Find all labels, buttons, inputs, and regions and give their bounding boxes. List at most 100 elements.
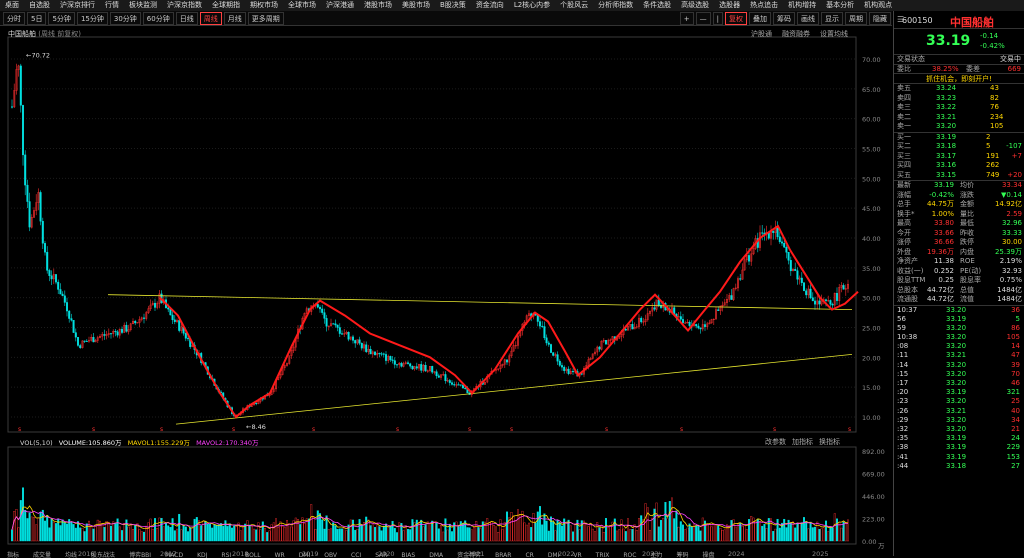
period-tab[interactable]: 周线 bbox=[199, 12, 222, 25]
menu-icon[interactable]: ☰ bbox=[897, 15, 905, 24]
event-marker-icon[interactable]: s bbox=[773, 426, 776, 433]
toolbar-button[interactable]: 叠加 bbox=[749, 12, 771, 25]
indicator-tab[interactable]: 博弈BBI bbox=[129, 552, 152, 558]
indicator-tab[interactable]: WR bbox=[274, 552, 285, 558]
event-marker-icon[interactable]: s bbox=[468, 426, 471, 433]
indicator-tab[interactable]: BRAR bbox=[495, 552, 512, 558]
top-menu-item[interactable]: 机构观点 bbox=[864, 1, 893, 9]
period-tab[interactable]: 月线 bbox=[223, 12, 246, 25]
event-marker-icon[interactable]: s bbox=[680, 426, 683, 433]
period-tab[interactable]: 60分钟 bbox=[142, 12, 174, 25]
top-menu-item[interactable]: 机构增持 bbox=[788, 1, 817, 9]
kline-chart-area[interactable]: 中国船舶 (周线 前复权) 沪股通 融资融券 设置均线 70.00 65.00 60.0… bbox=[0, 27, 892, 558]
top-menu-item[interactable]: 沪深京排行 bbox=[60, 1, 95, 9]
period-tab[interactable]: 5分钟 bbox=[48, 12, 75, 25]
top-menu-item[interactable]: 行情 bbox=[105, 1, 119, 9]
indicator-tab[interactable]: DMI bbox=[547, 552, 560, 558]
indicator-tab[interactable]: CR bbox=[525, 552, 534, 558]
indicator-tab[interactable]: BOLL bbox=[245, 552, 261, 558]
indicator-tab[interactable]: 操盘 bbox=[702, 552, 715, 558]
indicator-tab[interactable]: VR bbox=[573, 552, 582, 558]
toolbar-button[interactable]: 显示 bbox=[821, 12, 843, 25]
indicator-tab[interactable]: TRIX bbox=[595, 552, 610, 558]
period-tab[interactable]: 15分钟 bbox=[76, 12, 108, 25]
event-marker-icon[interactable]: s bbox=[232, 426, 235, 433]
top-menu-item[interactable]: 期权市场 bbox=[250, 1, 278, 9]
top-menu-item[interactable]: 全球市场 bbox=[288, 1, 316, 9]
chart-link[interactable]: 设置均线 bbox=[820, 30, 848, 38]
indicator-tab[interactable]: 均线 bbox=[65, 552, 78, 558]
indicator-tab[interactable]: ROC bbox=[623, 552, 637, 558]
period-tab[interactable]: 更多周期 bbox=[247, 12, 284, 25]
indicator-tab[interactable]: 资金博弈 bbox=[457, 552, 482, 558]
top-menu-item[interactable]: 沪深港通 bbox=[326, 1, 354, 9]
toolbar-button[interactable]: | bbox=[712, 12, 723, 25]
event-marker-icon[interactable]: s bbox=[396, 426, 399, 433]
indicator-tab[interactable]: CCI bbox=[351, 552, 362, 558]
event-marker-icon[interactable]: s bbox=[848, 426, 851, 433]
top-menu-item[interactable]: 板块监测 bbox=[129, 1, 157, 9]
indicator-tab[interactable]: 主力 bbox=[650, 552, 663, 558]
indicator-tab[interactable]: MACD bbox=[165, 552, 184, 558]
volume-link[interactable]: 改参数 bbox=[765, 438, 786, 446]
toolbar-button[interactable]: 画线 bbox=[797, 12, 819, 25]
top-menu-item[interactable]: 基本分析 bbox=[826, 1, 855, 9]
indicator-tab[interactable]: SAR bbox=[375, 552, 388, 558]
top-menu-item[interactable]: 高级选股 bbox=[681, 1, 710, 9]
top-menu-item[interactable]: 选股器 bbox=[719, 1, 741, 9]
top-menu-item[interactable]: 条件选股 bbox=[643, 1, 672, 9]
top-menu-item[interactable]: 全球期指 bbox=[212, 1, 240, 9]
toolbar-button[interactable]: + bbox=[679, 12, 694, 25]
indicator-tab[interactable]: 股东战法 bbox=[91, 552, 116, 558]
top-menu-item[interactable]: 资金流向 bbox=[475, 1, 504, 9]
chart-link[interactable]: 沪股通 bbox=[751, 30, 772, 38]
indicator-tab[interactable]: DMI bbox=[298, 552, 311, 558]
volume-link[interactable]: 换指标 bbox=[819, 438, 840, 446]
volume-bar bbox=[418, 522, 421, 542]
indicator-tab[interactable]: DMA bbox=[429, 552, 444, 558]
event-marker-icon[interactable]: s bbox=[605, 426, 608, 433]
volume-link[interactable]: 加指标 bbox=[792, 438, 813, 446]
top-menu-item[interactable]: L2核心内参 bbox=[513, 1, 551, 9]
indicator-tab[interactable]: 筹码 bbox=[676, 552, 689, 558]
event-marker-icon[interactable]: s bbox=[160, 426, 163, 433]
tick-volume: 14 bbox=[1011, 342, 1020, 351]
toolbar-button[interactable]: 隐藏 bbox=[869, 12, 891, 25]
chart-link[interactable]: 融资融券 bbox=[782, 30, 810, 38]
toolbar-button[interactable]: — bbox=[695, 12, 711, 25]
volume-bar bbox=[129, 523, 132, 542]
top-menu-item[interactable]: 桌面 bbox=[5, 1, 19, 9]
toolbar-button[interactable]: 周期 bbox=[845, 12, 867, 25]
event-marker-icon[interactable]: s bbox=[510, 426, 513, 433]
top-menu-item[interactable]: 自选股 bbox=[29, 1, 50, 9]
indicator-tab[interactable]: 指标 bbox=[7, 552, 20, 558]
stat-label: 均价 bbox=[960, 181, 974, 189]
indicator-tab[interactable]: OBV bbox=[324, 552, 338, 558]
period-tab[interactable]: 日线 bbox=[175, 12, 198, 25]
top-menu-item[interactable]: 美股市场 bbox=[402, 1, 430, 9]
tick-row: :41 33.19 153 bbox=[894, 453, 1024, 462]
top-menu-item[interactable]: 热点追击 bbox=[750, 1, 779, 9]
promo-link[interactable]: 抓住机会，即刻开户! bbox=[894, 74, 1024, 84]
indicator-tab[interactable]: BIAS bbox=[401, 552, 416, 558]
top-menu-item[interactable]: 个股风云 bbox=[560, 1, 589, 9]
period-tab[interactable]: 5日 bbox=[27, 12, 47, 25]
candlestick-chart[interactable]: 70.00 65.00 60.00 55.00 50.00 45.00 40.00 35.00… bbox=[0, 27, 892, 556]
top-menu-item[interactable]: B股决策 bbox=[440, 1, 466, 9]
top-menu-item[interactable]: 港股市场 bbox=[364, 1, 392, 9]
candle-body bbox=[561, 365, 564, 368]
toolbar-button[interactable]: 复权 bbox=[725, 12, 747, 25]
toolbar-button[interactable]: 筹码 bbox=[773, 12, 795, 25]
volume-bar bbox=[576, 519, 579, 542]
top-menu-item[interactable]: 分析师指数 bbox=[598, 1, 634, 9]
event-marker-icon[interactable]: s bbox=[18, 426, 21, 433]
event-marker-icon[interactable]: s bbox=[312, 426, 315, 433]
period-tab[interactable]: 分时 bbox=[3, 12, 25, 25]
period-tab[interactable]: 30分钟 bbox=[109, 12, 141, 25]
candle-body bbox=[651, 307, 654, 312]
indicator-tab[interactable]: 成交量 bbox=[33, 552, 52, 558]
event-marker-icon[interactable]: s bbox=[92, 426, 95, 433]
indicator-tab[interactable]: KDJ bbox=[197, 552, 208, 558]
indicator-tab[interactable]: RSI bbox=[221, 552, 232, 558]
top-menu-item[interactable]: 沪深京指数 bbox=[167, 1, 202, 9]
